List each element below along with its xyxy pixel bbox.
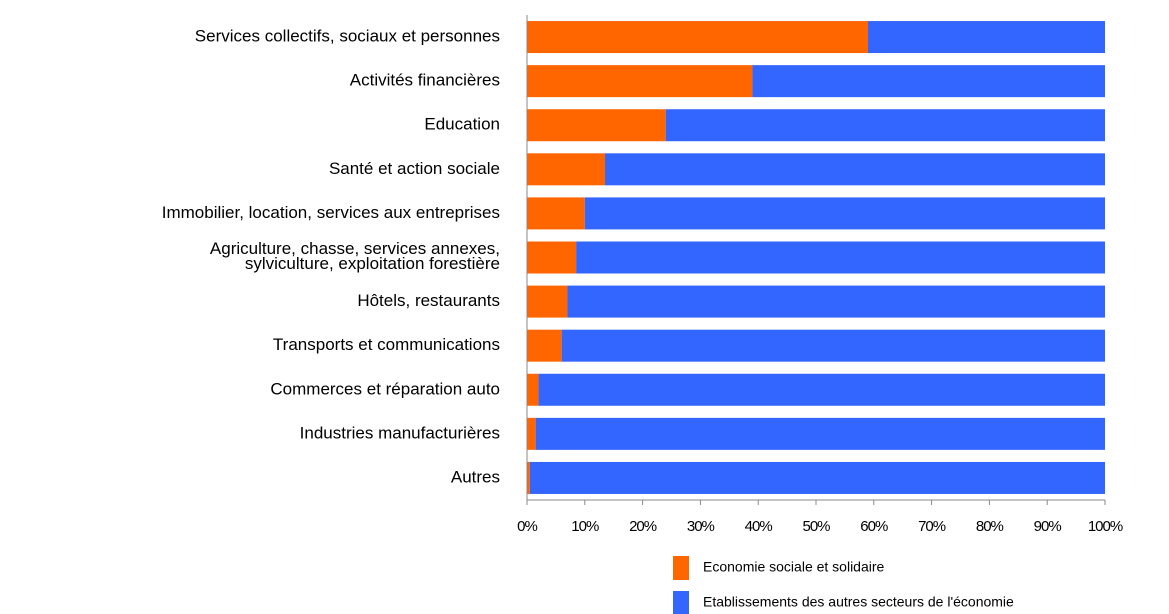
bar-segment	[538, 373, 1105, 406]
x-tick-label: 20%	[629, 518, 657, 535]
bar-segment	[527, 285, 568, 318]
bar-segment	[527, 461, 530, 494]
category-label: Industries manufacturières	[300, 423, 500, 442]
bar-segment	[561, 329, 1105, 362]
x-tick-label: 10%	[571, 518, 599, 535]
bar-segment	[527, 65, 753, 98]
bar-segment	[535, 417, 1105, 450]
bar-segment	[584, 197, 1105, 230]
bar-segment	[665, 109, 1105, 142]
category-label: Services collectifs, sociaux et personne…	[195, 27, 500, 46]
bar-segment	[567, 285, 1105, 318]
x-tick-label: 50%	[802, 518, 830, 535]
x-tick-label: 100%	[1088, 518, 1123, 535]
bar-segment	[527, 21, 869, 54]
x-tick-label: 70%	[918, 518, 946, 535]
category-label: Hôtels, restaurants	[357, 291, 500, 310]
category-label: Immobilier, location, services aux entre…	[162, 203, 500, 222]
bar-segment	[576, 241, 1105, 274]
bar-segment	[527, 109, 666, 142]
bar-segment	[527, 153, 606, 186]
category-label: Agriculture, chasse, services annexes, sy…	[210, 239, 500, 273]
bar-segment	[605, 153, 1105, 186]
legend-swatch	[673, 591, 689, 614]
x-tick-label: 60%	[860, 518, 888, 535]
category-label: Education	[424, 115, 500, 134]
x-tick-label: 90%	[1034, 518, 1062, 535]
category-label: Santé et action sociale	[329, 159, 500, 178]
category-label: Activités financières	[350, 71, 500, 90]
x-tick-label: 30%	[687, 518, 715, 535]
bar-segment	[529, 461, 1105, 494]
category-label: Commerces et réparation auto	[270, 379, 500, 398]
bar-segment	[527, 417, 536, 450]
legend-label: Economie sociale et solidaire	[703, 559, 885, 575]
bar-segment	[527, 197, 585, 230]
legend-label: Etablissements des autres secteurs de l'…	[703, 594, 1014, 610]
bar-segment	[527, 373, 539, 406]
x-tick-label: 40%	[745, 518, 773, 535]
x-tick-label: 0%	[517, 518, 537, 535]
x-tick-label: 80%	[976, 518, 1004, 535]
bar-segment	[868, 21, 1105, 54]
category-label: Transports et communications	[273, 335, 500, 354]
bar-segment	[527, 241, 577, 274]
bar-segment	[527, 329, 562, 362]
bar-segment	[752, 65, 1105, 98]
legend-swatch	[673, 556, 689, 580]
category-label: Autres	[451, 467, 500, 486]
